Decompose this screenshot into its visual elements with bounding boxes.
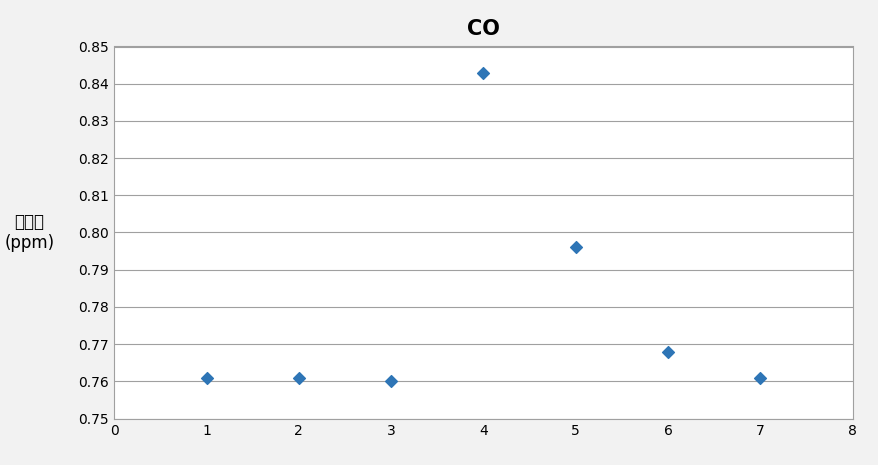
Point xyxy=(568,244,582,251)
Y-axis label: 불확도
(ppm): 불확도 (ppm) xyxy=(4,213,54,252)
Title: CO: CO xyxy=(466,20,500,40)
Point xyxy=(291,374,306,381)
Point xyxy=(476,69,490,76)
Point xyxy=(660,348,674,355)
Point xyxy=(752,374,766,381)
Point xyxy=(199,374,213,381)
Point xyxy=(384,378,398,385)
